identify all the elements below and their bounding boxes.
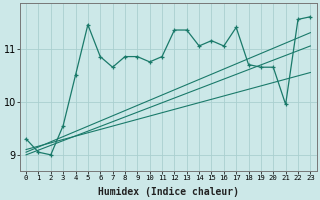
X-axis label: Humidex (Indice chaleur): Humidex (Indice chaleur) xyxy=(98,186,239,197)
